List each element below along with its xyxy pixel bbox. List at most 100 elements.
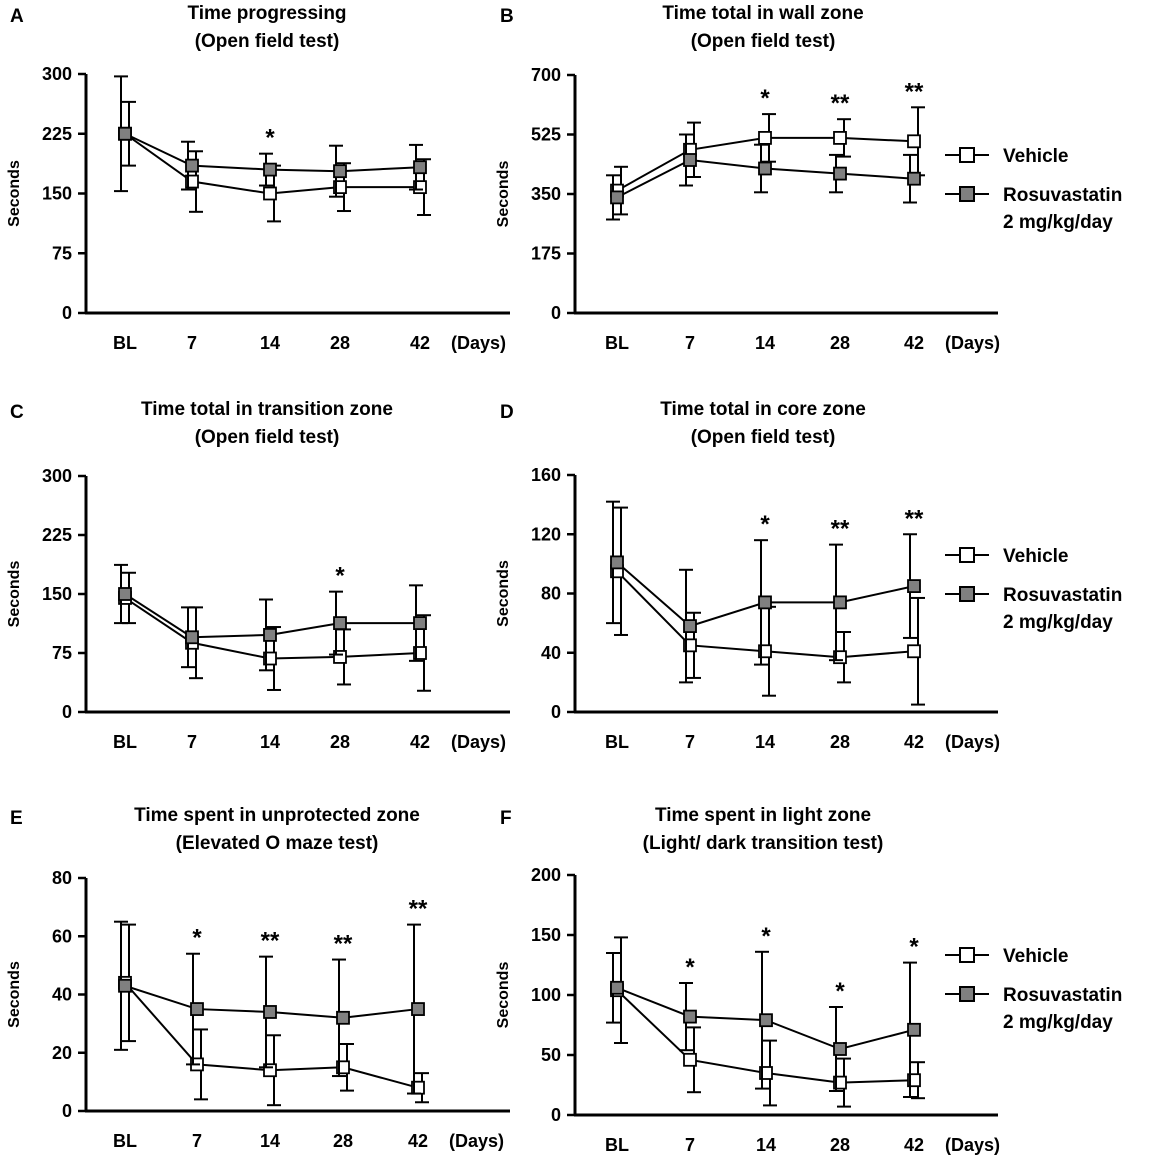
x-axis-unit-label: (Days) xyxy=(945,333,1000,353)
y-axis-label: Seconds xyxy=(495,962,512,1029)
x-tick-label: 7 xyxy=(685,1135,695,1155)
x-tick-label: 14 xyxy=(260,732,280,752)
legend-marker-rosuvastatin xyxy=(959,586,975,602)
legend-label-dose: 2 mg/kg/day xyxy=(1003,612,1113,633)
data-point xyxy=(758,161,772,176)
chart-subtitle: (Open field test) xyxy=(691,427,836,448)
x-tick-label: 7 xyxy=(187,732,197,752)
x-tick-label: 42 xyxy=(410,333,430,353)
legend-marker-rosuvastatin xyxy=(959,986,975,1002)
significance-marker: ** xyxy=(831,516,850,543)
series-rosuvastatin xyxy=(114,75,427,198)
series-rosuvastatin xyxy=(114,563,427,672)
data-point xyxy=(413,160,427,175)
data-point xyxy=(759,1013,773,1028)
data-point xyxy=(758,595,772,610)
chart-title: Time total in wall zone xyxy=(662,3,863,24)
data-point xyxy=(833,595,847,610)
panel-label: D xyxy=(500,402,514,423)
y-axis-label: Seconds xyxy=(6,160,23,227)
panel-label: C xyxy=(10,402,24,423)
significance-marker: * xyxy=(685,954,695,981)
data-point xyxy=(907,134,921,149)
chart-title: Time total in core zone xyxy=(660,399,866,420)
legend-label-dose: 2 mg/kg/day xyxy=(1003,212,1113,233)
data-point xyxy=(118,587,132,601)
y-tick-label: 40 xyxy=(52,985,72,1005)
y-tick-label: 75 xyxy=(52,643,72,663)
data-point xyxy=(610,980,624,995)
x-tick-label: 28 xyxy=(330,732,350,752)
y-tick-label: 0 xyxy=(551,702,561,722)
data-point xyxy=(833,1042,847,1056)
y-tick-label: 75 xyxy=(52,243,72,263)
x-tick-label: 28 xyxy=(333,1131,353,1151)
y-tick-label: 50 xyxy=(541,1045,561,1065)
x-tick-label: 28 xyxy=(830,1135,850,1155)
panel-a: A Time progressing (Open field test) 0 75 150… xyxy=(6,3,510,353)
data-point xyxy=(758,130,772,145)
series-line xyxy=(616,570,915,659)
y-tick-label: 0 xyxy=(551,1105,561,1125)
data-point xyxy=(413,616,427,631)
x-tick-label: BL xyxy=(605,732,629,752)
x-tick-label: BL xyxy=(113,333,137,353)
y-tick-label: 40 xyxy=(541,643,561,663)
x-tick-label: 28 xyxy=(830,732,850,752)
y-tick-label: 175 xyxy=(531,244,561,264)
data-point xyxy=(683,619,697,633)
y-tick-label: 150 xyxy=(42,584,72,604)
data-point xyxy=(263,162,277,177)
data-point xyxy=(118,126,132,141)
x-axis-unit-label: (Days) xyxy=(945,1135,1000,1155)
x-tick-label: 14 xyxy=(755,732,775,752)
data-point xyxy=(190,1002,204,1016)
significance-marker: ** xyxy=(831,90,850,117)
x-tick-label: 14 xyxy=(260,333,280,353)
significance-marker: ** xyxy=(409,896,428,923)
data-point xyxy=(833,166,847,181)
chart-subtitle: (Elevated O maze test) xyxy=(176,833,379,854)
data-point xyxy=(610,555,624,570)
panel-f: F Time spent in light zone (Light/ dark tr… xyxy=(495,805,1122,1155)
chart-title: Time spent in unprotected zone xyxy=(134,805,420,826)
legend-label-dose: 2 mg/kg/day xyxy=(1003,1012,1113,1033)
x-tick-label: 28 xyxy=(330,333,350,353)
chart-title: Time spent in light zone xyxy=(655,805,871,826)
x-tick-label: 42 xyxy=(904,1135,924,1155)
x-tick-label: 42 xyxy=(904,333,924,353)
y-tick-label: 700 xyxy=(531,65,561,85)
y-tick-label: 300 xyxy=(42,64,72,84)
y-tick-label: 300 xyxy=(42,466,72,486)
chart-subtitle: (Open field test) xyxy=(195,427,340,448)
chart-subtitle: (Light/ dark transition test) xyxy=(643,833,884,854)
y-tick-label: 120 xyxy=(531,524,561,544)
y-axis-label: Seconds xyxy=(6,561,23,628)
x-tick-label: 14 xyxy=(755,333,775,353)
data-point xyxy=(263,1005,277,1019)
y-tick-label: 20 xyxy=(52,1043,72,1063)
legend: Vehicle Rosuvastatin 2 mg/kg/day xyxy=(945,146,1122,233)
panel-label: F xyxy=(500,808,512,829)
data-point xyxy=(683,1052,697,1067)
y-axis-label: Seconds xyxy=(6,961,23,1028)
data-point xyxy=(336,1010,350,1025)
x-tick-label: 7 xyxy=(187,333,197,353)
y-axis-label: Seconds xyxy=(495,560,512,627)
legend-marker-rosuvastatin xyxy=(959,186,975,202)
legend-label-rosuvastatin: Rosuvastatin xyxy=(1003,985,1122,1006)
y-axis-label: Seconds xyxy=(495,161,512,228)
data-point xyxy=(683,1009,697,1024)
x-tick-label: 7 xyxy=(685,732,695,752)
data-point xyxy=(333,164,347,179)
panel-label: E xyxy=(10,808,23,829)
x-tick-label: 42 xyxy=(410,732,430,752)
y-tick-label: 525 xyxy=(531,125,561,145)
legend-label-vehicle: Vehicle xyxy=(1003,146,1069,167)
y-tick-label: 150 xyxy=(531,925,561,945)
chart-title: Time progressing xyxy=(187,3,346,24)
significance-marker: * xyxy=(760,511,770,538)
significance-marker: * xyxy=(192,925,202,952)
chart-subtitle: (Open field test) xyxy=(691,31,836,52)
significance-marker: ** xyxy=(334,931,353,958)
